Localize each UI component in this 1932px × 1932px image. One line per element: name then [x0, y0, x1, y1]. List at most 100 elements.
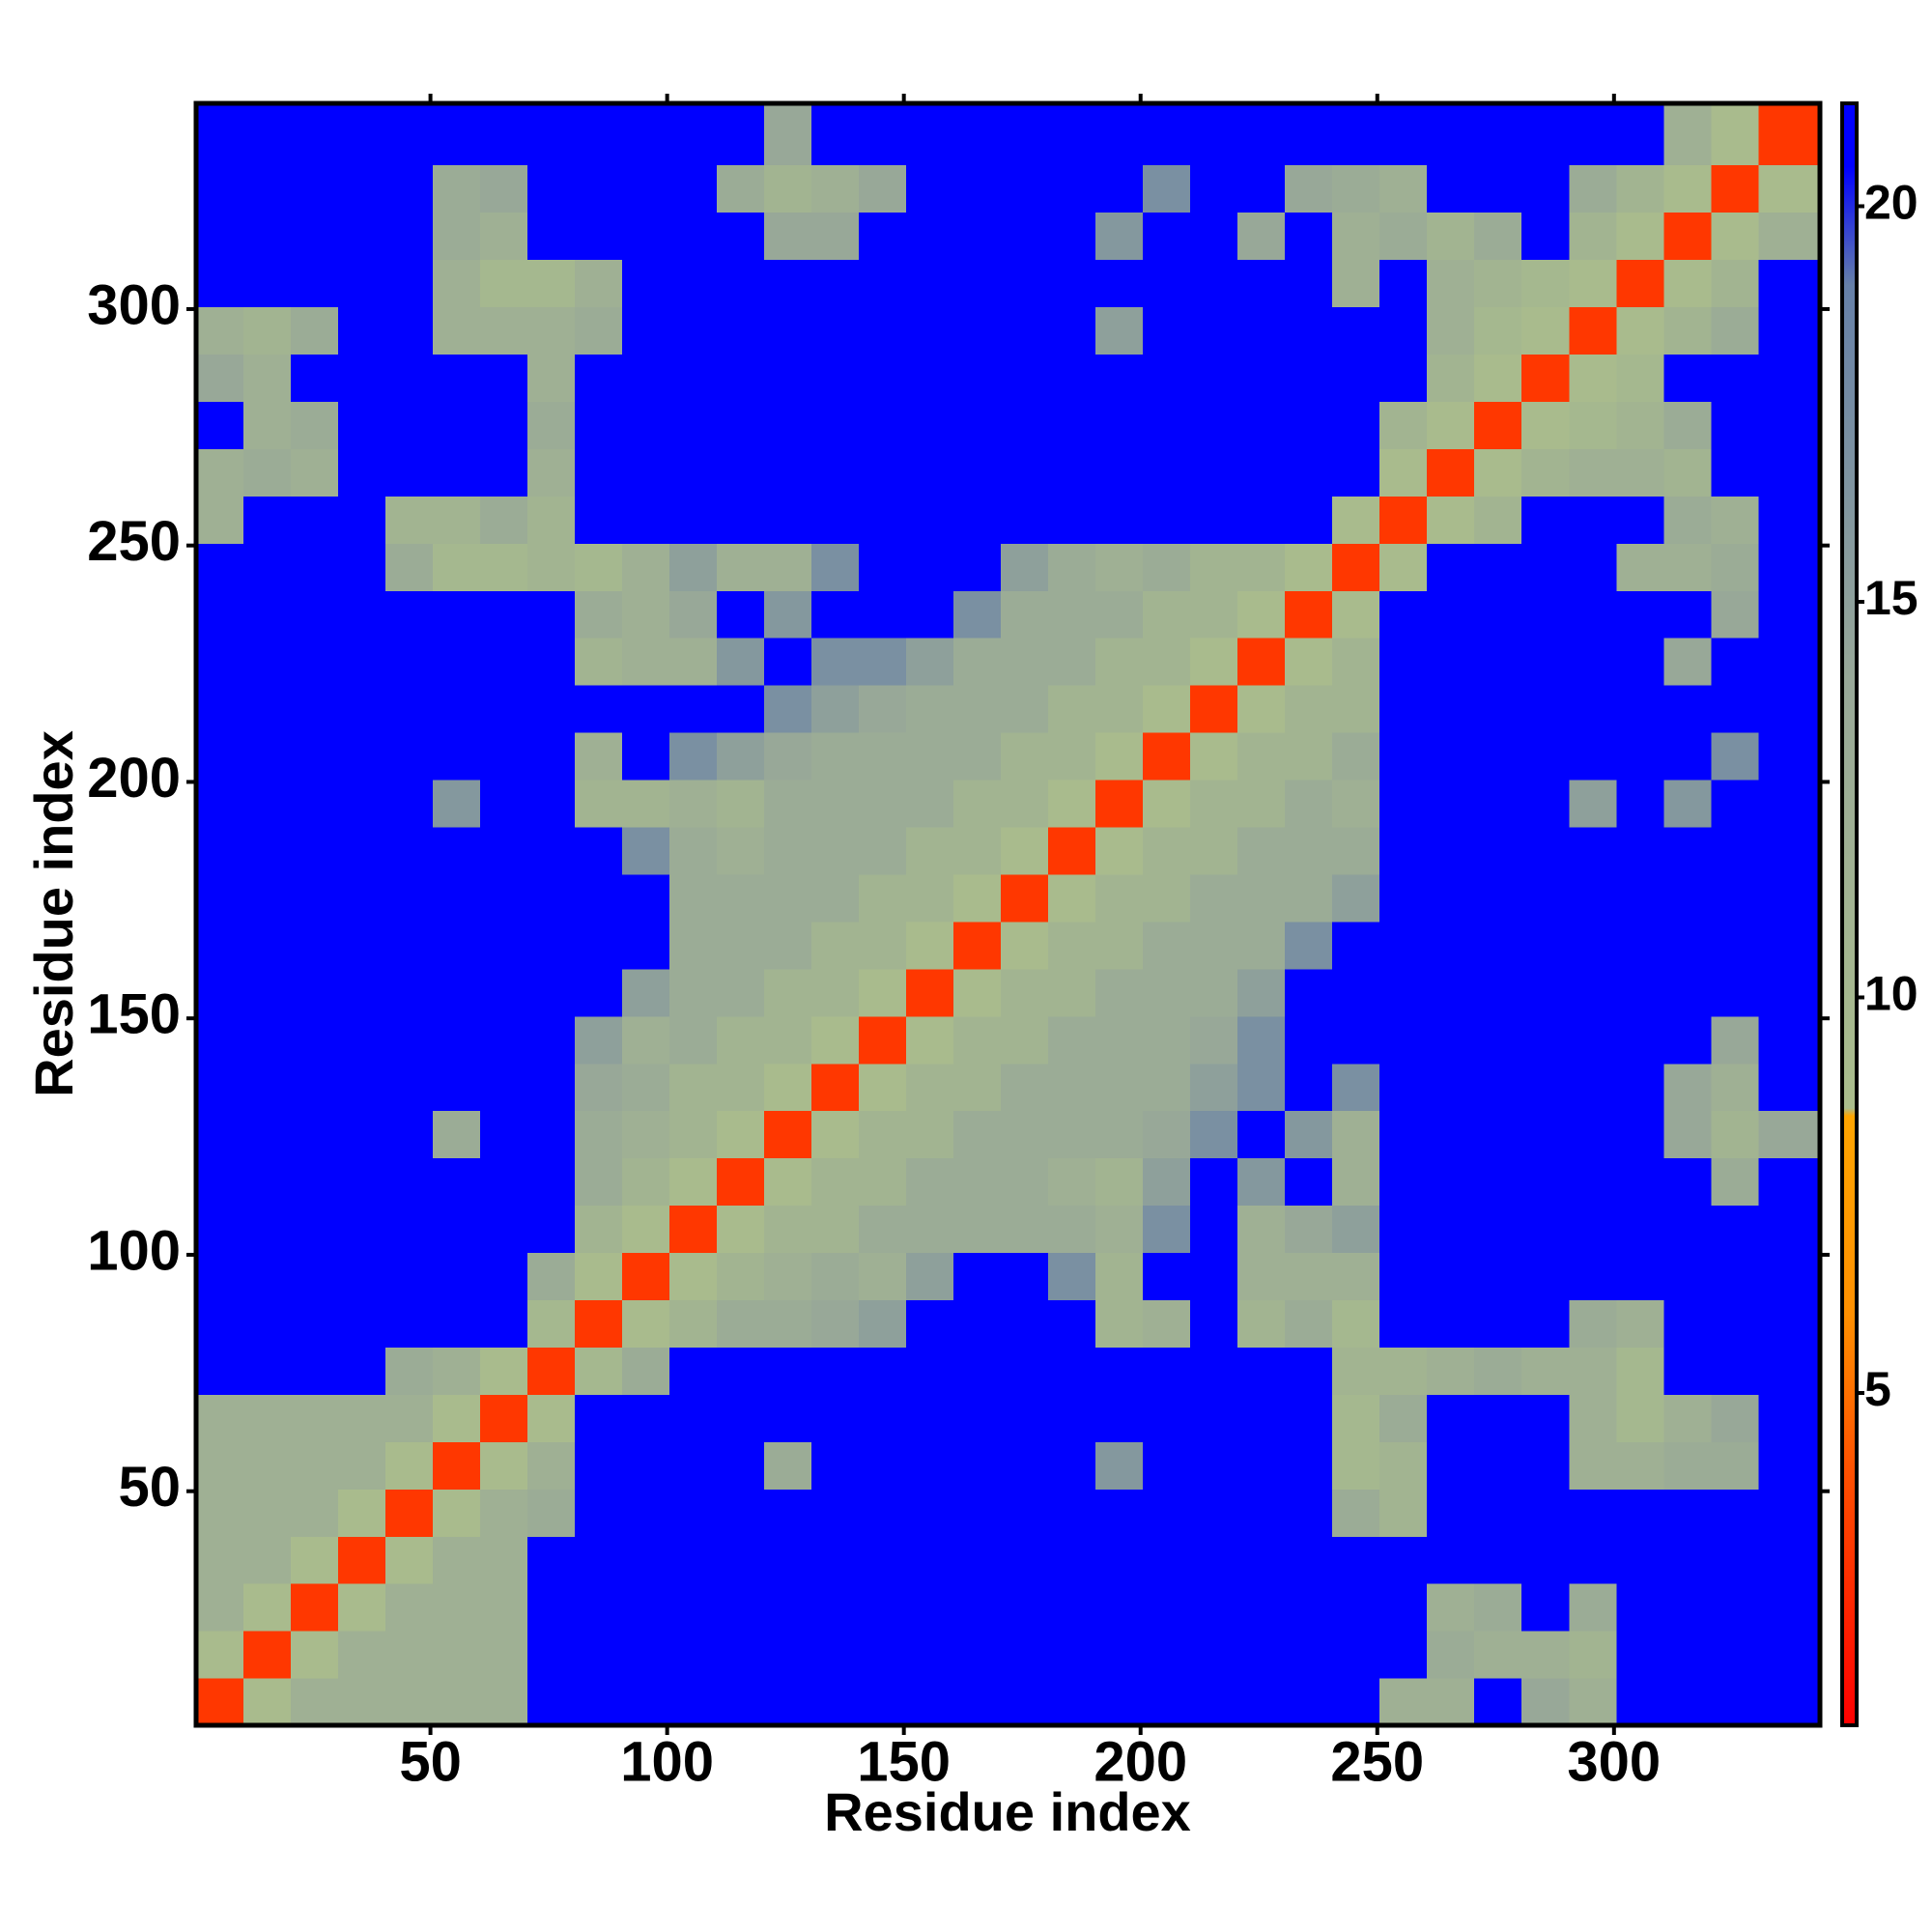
- heatmap-cell: [575, 1347, 623, 1395]
- heatmap-cell: [1569, 826, 1617, 875]
- heatmap-cell: [717, 306, 765, 355]
- heatmap-cell: [717, 1489, 765, 1537]
- heatmap-cell: [1285, 1063, 1333, 1112]
- heatmap-cell: [385, 1583, 434, 1632]
- heatmap-cell: [669, 448, 718, 497]
- heatmap-cell: [1663, 1347, 1712, 1395]
- heatmap-cell: [1616, 1063, 1664, 1112]
- heatmap-cell: [1569, 1063, 1617, 1112]
- heatmap-cell: [1616, 779, 1664, 828]
- heatmap-cell: [338, 590, 386, 639]
- heatmap-cell: [1379, 1536, 1428, 1584]
- heatmap-cell: [243, 306, 292, 355]
- heatmap-cell: [385, 448, 434, 497]
- heatmap-cell: [669, 1347, 718, 1395]
- heatmap-cell: [1143, 685, 1191, 733]
- heatmap-cell: [575, 259, 623, 308]
- heatmap-cell: [1237, 1205, 1286, 1254]
- heatmap-cell: [1095, 354, 1144, 402]
- heatmap-cell: [243, 732, 292, 781]
- heatmap-cell: [906, 1157, 954, 1207]
- heatmap-cell: [291, 103, 339, 166]
- heatmap-cell: [622, 826, 670, 875]
- heatmap-cell: [1521, 779, 1570, 828]
- heatmap-cell: [1758, 1110, 1821, 1159]
- y-tick-label: 250: [87, 510, 181, 573]
- heatmap-cell: [385, 103, 434, 166]
- heatmap-cell: [1711, 448, 1759, 497]
- heatmap-cell: [338, 1347, 386, 1395]
- y-tick-label: 50: [118, 1456, 181, 1519]
- heatmap-cell: [1758, 1489, 1821, 1537]
- heatmap-cell: [1379, 1157, 1428, 1207]
- heatmap-cell: [1143, 779, 1191, 828]
- heatmap-cell: [1143, 968, 1191, 1017]
- heatmap-cell: [433, 1394, 481, 1442]
- heatmap-cell: [1427, 732, 1475, 781]
- heatmap-cell: [1758, 259, 1821, 308]
- heatmap-cell: [764, 543, 812, 591]
- heatmap-cell: [811, 1157, 860, 1207]
- heatmap-cell: [1285, 1441, 1333, 1490]
- heatmap-cell: [1569, 590, 1617, 639]
- heatmap-cell: [1474, 638, 1522, 686]
- heatmap-cell: [717, 1157, 765, 1207]
- heatmap-cell: [906, 259, 954, 308]
- x-tick-label: 50: [399, 1730, 462, 1793]
- heatmap-cell: [1001, 212, 1049, 261]
- heatmap-cell: [480, 496, 528, 544]
- heatmap-cell: [953, 1205, 1002, 1254]
- heatmap-cell: [1095, 732, 1144, 781]
- heatmap-cell: [764, 448, 812, 497]
- heatmap-cell: [906, 873, 954, 923]
- heatmap-cell: [1332, 1063, 1380, 1112]
- heatmap-cell: [480, 1205, 528, 1254]
- heatmap-cell: [385, 259, 434, 308]
- heatmap-cell: [433, 1015, 481, 1065]
- heatmap-cell: [1474, 1347, 1522, 1395]
- heatmap-cell: [1569, 306, 1617, 355]
- heatmap-cell: [527, 638, 576, 686]
- heatmap-cell: [527, 448, 576, 497]
- heatmap-cell: [1095, 1347, 1144, 1395]
- heatmap-cell: [1001, 921, 1049, 970]
- heatmap-cell: [480, 1157, 528, 1207]
- heatmap-cell: [1143, 873, 1191, 923]
- heatmap-cell: [527, 1299, 576, 1348]
- heatmap-cell: [811, 103, 860, 166]
- heatmap-cell: [1521, 685, 1570, 733]
- heatmap-cell: [1616, 1205, 1664, 1254]
- heatmap-cell: [385, 1394, 434, 1442]
- heatmap-cell: [1427, 103, 1475, 166]
- heatmap-cell: [1237, 1678, 1286, 1726]
- heatmap-cell: [1190, 496, 1238, 544]
- heatmap-cell: [1616, 873, 1664, 923]
- heatmap-cell: [906, 1394, 954, 1442]
- heatmap-cell: [291, 1110, 339, 1159]
- heatmap-cell: [953, 1536, 1002, 1584]
- heatmap-cell: [906, 1347, 954, 1395]
- heatmap-cell: [480, 732, 528, 781]
- heatmap-cell: [1711, 1347, 1759, 1395]
- heatmap-cell: [1616, 1536, 1664, 1584]
- heatmap-cell: [906, 1063, 954, 1112]
- heatmap-cell: [811, 1063, 860, 1112]
- heatmap-cell: [811, 590, 860, 639]
- heatmap-cell: [1285, 638, 1333, 686]
- heatmap-cell: [1711, 496, 1759, 544]
- heatmap-cell: [243, 448, 292, 497]
- heatmap-cell: [859, 103, 907, 166]
- heatmap-cell: [243, 1536, 292, 1584]
- heatmap-cell: [717, 496, 765, 544]
- colorbar-tick-label: 15: [1864, 571, 1918, 625]
- heatmap-cell: [764, 1678, 812, 1726]
- heatmap-cell: [1663, 1157, 1712, 1207]
- heatmap-cell: [338, 306, 386, 355]
- heatmap-cell: [622, 1678, 670, 1726]
- heatmap-cell: [1663, 826, 1712, 875]
- heatmap-cell: [575, 543, 623, 591]
- heatmap-cell: [622, 401, 670, 449]
- heatmap-cell: [1569, 1110, 1617, 1159]
- heatmap-cell: [717, 259, 765, 308]
- heatmap-cell: [1758, 1536, 1821, 1584]
